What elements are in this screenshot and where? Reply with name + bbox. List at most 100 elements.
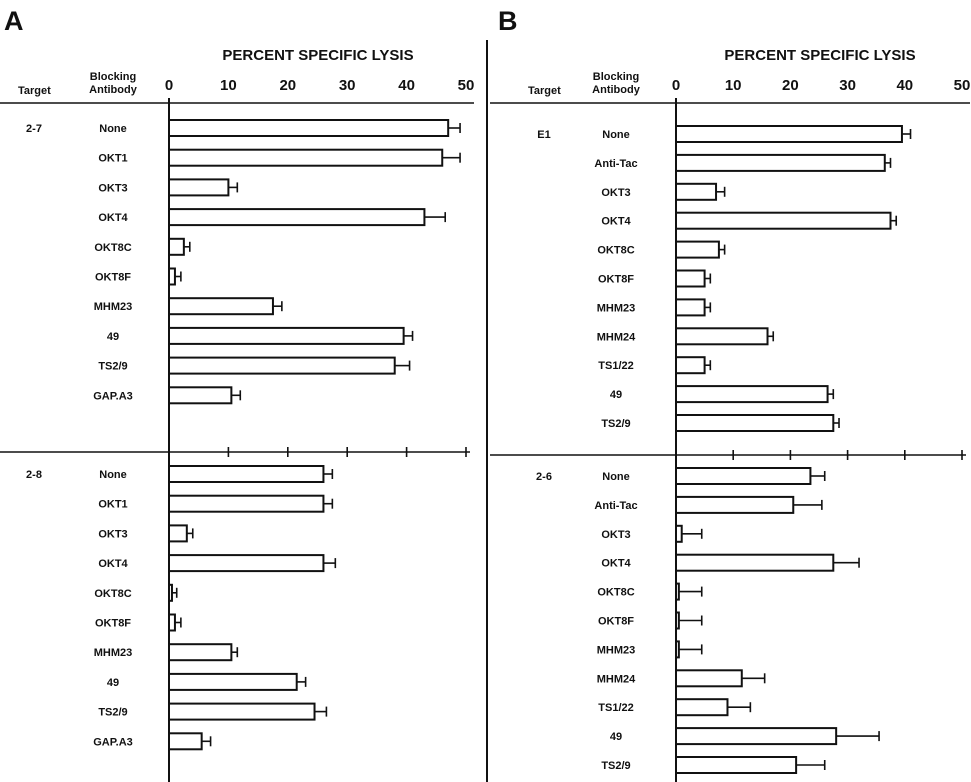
antibody-label: OKT3 xyxy=(98,182,127,194)
x-tick-label: 50 xyxy=(458,77,475,94)
column-header-target: Target xyxy=(528,85,561,97)
bar xyxy=(168,178,230,197)
x-tick-label: 10 xyxy=(220,77,237,94)
bar xyxy=(168,208,426,227)
antibody-label: TS2/9 xyxy=(601,760,630,772)
bar xyxy=(675,640,680,659)
antibody-label: MHM23 xyxy=(94,301,133,313)
x-axis-title: PERCENT SPECIFIC LYSIS xyxy=(724,47,915,64)
antibody-label: 49 xyxy=(107,677,119,689)
antibody-label: GAP.A3 xyxy=(93,390,133,402)
column-header-target: Target xyxy=(18,85,51,97)
bar xyxy=(168,643,233,662)
antibody-label: OKT8C xyxy=(597,245,634,257)
antibody-label: None xyxy=(602,129,630,141)
antibody-label: OKT4 xyxy=(98,212,128,224)
antibody-label: OKT3 xyxy=(601,529,630,541)
antibody-label: OKT8C xyxy=(94,242,131,254)
bar xyxy=(168,356,396,375)
antibody-label: MHM23 xyxy=(597,644,636,656)
antibody-label: OKT1 xyxy=(98,153,127,165)
column-header-antibody: Antibody xyxy=(89,84,138,96)
antibody-label: None xyxy=(99,123,127,135)
target-label: 2-7 xyxy=(26,123,42,135)
bar xyxy=(168,297,274,316)
bar xyxy=(168,672,298,691)
x-tick-label: 10 xyxy=(725,77,742,94)
target-label: 2-8 xyxy=(26,469,42,481)
bar xyxy=(675,582,680,601)
bar xyxy=(168,237,185,256)
bar xyxy=(168,583,173,602)
bar xyxy=(675,756,798,774)
x-tick-label: 0 xyxy=(165,77,173,94)
antibody-label: None xyxy=(99,469,127,481)
bar xyxy=(168,386,233,405)
bar xyxy=(675,524,683,543)
x-tick-label: 0 xyxy=(672,77,680,94)
bar xyxy=(675,327,769,346)
antibody-label: TS2/9 xyxy=(601,418,630,430)
bar xyxy=(168,119,450,137)
antibody-label: OKT8C xyxy=(94,588,131,600)
x-tick-label: 20 xyxy=(279,77,296,94)
antibody-label: OKT8C xyxy=(597,587,634,599)
antibody-label: OKT4 xyxy=(601,558,631,570)
antibody-label: GAP.A3 xyxy=(93,736,133,748)
antibody-label: OKT4 xyxy=(98,558,128,570)
antibody-label: 49 xyxy=(610,731,622,743)
antibody-label: OKT3 xyxy=(601,187,630,199)
antibody-label: TS2/9 xyxy=(98,707,127,719)
x-tick-label: 20 xyxy=(782,77,799,94)
bar xyxy=(168,494,325,513)
bar xyxy=(168,524,188,543)
antibody-label: OKT8F xyxy=(598,616,634,628)
bar xyxy=(168,702,316,721)
antibody-label: MHM23 xyxy=(94,647,133,659)
antibody-label: MHM24 xyxy=(597,331,636,343)
bar xyxy=(675,553,835,572)
bar xyxy=(675,125,903,143)
antibody-label: OKT8F xyxy=(598,274,634,286)
bar xyxy=(675,669,743,688)
bar xyxy=(168,465,325,483)
antibody-label: OKT4 xyxy=(601,216,631,228)
bar xyxy=(675,495,795,514)
antibody-label: TS2/9 xyxy=(98,361,127,373)
antibody-label: OKT8F xyxy=(95,618,131,630)
antibody-label: MHM24 xyxy=(597,673,636,685)
bar xyxy=(675,385,829,404)
antibody-label: None xyxy=(602,471,630,483)
target-label: 2-6 xyxy=(536,471,552,483)
x-tick-label: 30 xyxy=(839,77,856,94)
antibody-label: TS1/22 xyxy=(598,702,633,714)
antibody-label: 49 xyxy=(610,389,622,401)
bar xyxy=(675,356,706,375)
bar xyxy=(675,211,892,230)
bar xyxy=(675,269,706,288)
bar xyxy=(168,326,405,345)
target-label: E1 xyxy=(537,129,550,141)
column-header-antibody: Blocking xyxy=(90,71,136,83)
bar xyxy=(168,613,176,632)
bar xyxy=(675,698,729,717)
antibody-label: TS1/22 xyxy=(598,360,633,372)
bar xyxy=(675,727,838,746)
bar xyxy=(675,414,835,432)
column-header-antibody: Blocking xyxy=(593,71,639,83)
bar xyxy=(675,611,680,630)
bar xyxy=(168,732,203,751)
antibody-label: OKT3 xyxy=(98,528,127,540)
x-tick-label: 40 xyxy=(896,77,913,94)
bar xyxy=(675,153,886,172)
x-tick-label: 40 xyxy=(398,77,415,94)
x-tick-label: 30 xyxy=(339,77,356,94)
bar xyxy=(168,267,176,286)
bar xyxy=(675,182,718,201)
column-header-antibody: Antibody xyxy=(592,84,641,96)
bar xyxy=(168,554,325,573)
bar xyxy=(675,240,720,259)
x-axis-title: PERCENT SPECIFIC LYSIS xyxy=(222,47,413,64)
